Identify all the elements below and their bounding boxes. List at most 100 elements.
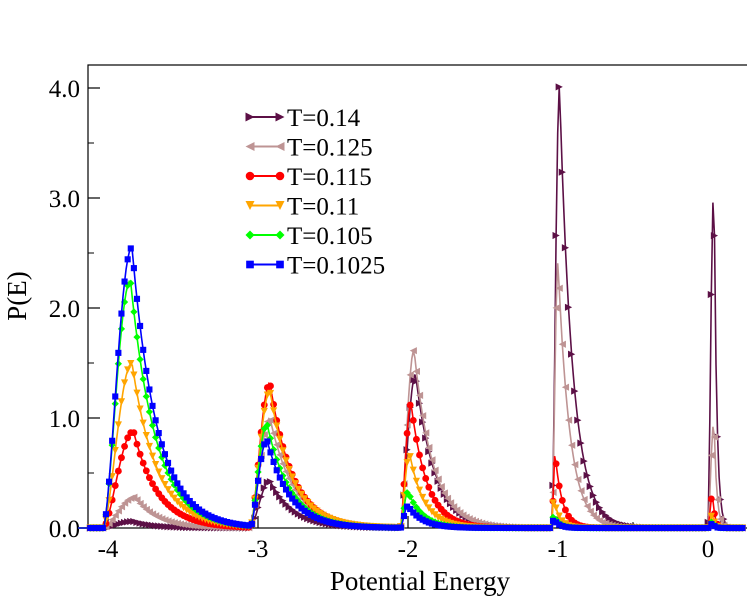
data-point	[124, 366, 132, 374]
data-point	[558, 340, 566, 348]
data-point	[310, 505, 318, 513]
data-point	[133, 389, 141, 397]
y-tick-label: 2.0	[49, 296, 80, 323]
data-point	[422, 475, 430, 482]
data-point	[127, 245, 134, 252]
data-point	[440, 489, 448, 497]
x-tick-label: -3	[248, 536, 269, 563]
data-point	[130, 371, 138, 379]
data-point	[412, 477, 421, 485]
data-point	[434, 475, 442, 483]
data-point	[270, 458, 277, 465]
data-point	[161, 451, 168, 458]
data-point	[260, 425, 268, 433]
data-point	[266, 434, 275, 442]
data-point	[255, 477, 262, 484]
data-point	[555, 482, 563, 490]
data-point	[415, 399, 424, 407]
data-point	[155, 468, 163, 476]
data-point	[254, 468, 262, 476]
data-point	[136, 405, 144, 413]
data-point	[276, 435, 284, 443]
data-point	[145, 474, 153, 482]
data-point	[425, 448, 433, 456]
data-point	[179, 520, 188, 529]
data-point	[266, 416, 275, 424]
data-point	[279, 497, 287, 505]
data-point	[412, 377, 421, 385]
data-point	[276, 474, 283, 481]
legend-marker	[275, 230, 285, 240]
data-point	[710, 433, 719, 441]
data-point	[406, 493, 414, 501]
data-point	[168, 467, 175, 474]
data-point	[173, 486, 181, 494]
data-point	[179, 494, 188, 502]
data-point	[121, 442, 128, 450]
legend-label: T=0.115	[287, 164, 372, 191]
data-point	[397, 524, 404, 531]
data-point	[707, 495, 715, 503]
data-point	[161, 480, 169, 489]
data-point	[434, 513, 442, 521]
data-point	[717, 515, 725, 523]
x-tick-label: 0	[702, 536, 715, 563]
data-point	[133, 295, 141, 302]
data-point	[142, 432, 150, 440]
data-point	[118, 310, 125, 317]
data-point	[288, 489, 296, 497]
data-point	[549, 499, 557, 507]
legend-marker	[246, 260, 254, 269]
data-point	[707, 512, 715, 520]
data-point	[406, 401, 414, 409]
data-point	[114, 507, 122, 515]
data-point	[568, 441, 576, 449]
data-point	[403, 459, 411, 467]
data-point	[152, 417, 159, 424]
data-point	[288, 473, 296, 481]
data-point	[108, 516, 116, 524]
data-point	[267, 382, 274, 390]
data-point	[400, 512, 408, 520]
data-point	[422, 429, 430, 437]
data-point	[136, 355, 144, 363]
data-point	[412, 367, 421, 375]
x-tick-label: -1	[548, 536, 569, 563]
data-point	[586, 507, 594, 515]
data-point	[121, 278, 128, 285]
data-point	[409, 347, 417, 355]
data-point	[406, 453, 414, 461]
data-point	[115, 349, 122, 356]
data-point	[158, 475, 166, 483]
data-point	[282, 478, 290, 486]
data-point	[152, 433, 160, 441]
data-point	[546, 524, 553, 532]
x-tick-label: -2	[398, 536, 419, 563]
data-point	[552, 504, 560, 512]
data-point	[571, 461, 579, 469]
data-point	[130, 265, 137, 272]
data-point	[294, 485, 303, 494]
data-point	[416, 451, 423, 459]
data-point	[263, 421, 271, 429]
legend-marker	[245, 142, 255, 151]
data-point	[269, 407, 278, 415]
legend-marker	[275, 171, 285, 181]
legend-label: T=0.14	[287, 105, 361, 132]
data-point	[580, 457, 588, 465]
data-point	[189, 522, 197, 530]
y-tick-label: 0.0	[49, 516, 80, 543]
data-point	[443, 494, 452, 502]
series-layer	[78, 83, 746, 532]
data-point	[422, 513, 430, 521]
data-point	[167, 475, 175, 483]
data-point	[282, 486, 290, 493]
data-point	[419, 464, 427, 472]
data-point	[260, 431, 268, 439]
legend-marker	[275, 112, 285, 122]
data-point	[273, 441, 281, 449]
data-point	[291, 480, 299, 488]
data-point	[592, 498, 601, 506]
data-point	[409, 466, 417, 474]
data-point	[422, 434, 430, 442]
